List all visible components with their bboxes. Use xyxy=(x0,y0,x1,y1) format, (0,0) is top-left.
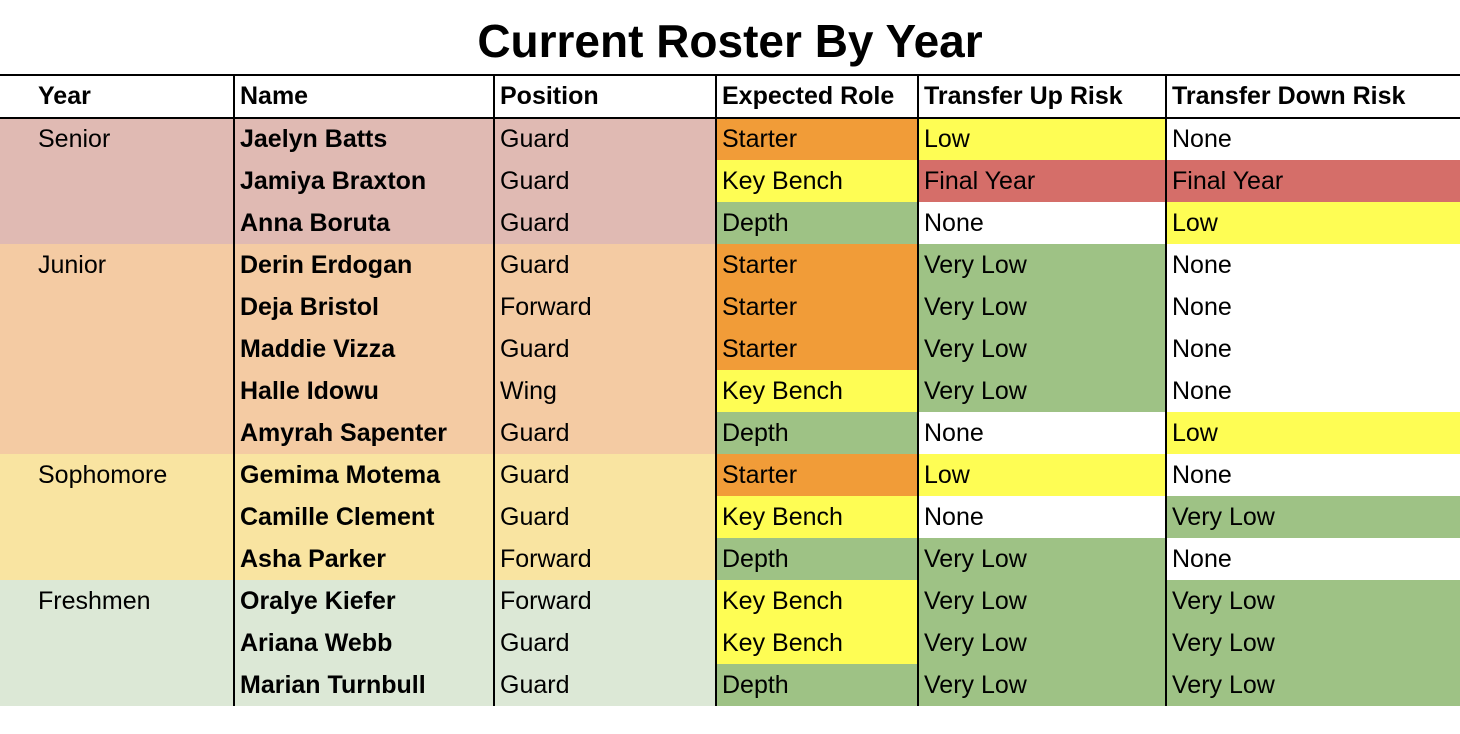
player-position: Guard xyxy=(500,461,570,489)
transfer-up-risk: Very Low xyxy=(918,538,1166,580)
transfer-down-risk: Low xyxy=(1166,202,1460,244)
transfer-up-risk: Very Low xyxy=(918,286,1166,328)
transfer-down-risk: None xyxy=(1166,286,1460,328)
column-divider xyxy=(715,74,717,706)
transfer-down-risk: None xyxy=(1166,244,1460,286)
column-divider xyxy=(233,74,235,706)
transfer-down-risk: None xyxy=(1166,370,1460,412)
transfer-down-risk: None xyxy=(1166,538,1460,580)
expected-role: Key Bench xyxy=(716,160,918,202)
player-name: Oralye Kiefer xyxy=(240,587,396,615)
year-group-senior xyxy=(0,118,716,244)
expected-role: Key Bench xyxy=(716,370,918,412)
table-top-border xyxy=(0,74,1460,76)
transfer-down-risk: Final Year xyxy=(1166,160,1460,202)
player-name: Camille Clement xyxy=(240,503,435,531)
header-transfer-up-risk: Transfer Up Risk xyxy=(918,74,1166,118)
transfer-up-risk: Final Year xyxy=(918,160,1166,202)
player-name: Ariana Webb xyxy=(240,629,393,657)
roster-table: Year Name Position Expected Role Transfer Up… xyxy=(0,74,1460,706)
expected-role: Depth xyxy=(716,664,918,706)
transfer-down-risk: None xyxy=(1166,454,1460,496)
expected-role: Depth xyxy=(716,538,918,580)
expected-role: Starter xyxy=(716,328,918,370)
player-name: Anna Boruta xyxy=(240,209,390,237)
player-position: Forward xyxy=(500,293,592,321)
transfer-up-risk: None xyxy=(918,202,1166,244)
player-position: Guard xyxy=(500,671,570,699)
player-position: Wing xyxy=(500,377,557,405)
player-position: Guard xyxy=(500,419,570,447)
header-year: Year xyxy=(0,74,234,118)
year-label: Senior xyxy=(38,125,111,153)
transfer-up-risk: Low xyxy=(918,118,1166,160)
player-name: Amyrah Sapenter xyxy=(240,419,448,447)
expected-role: Key Bench xyxy=(716,580,918,622)
player-position: Guard xyxy=(500,125,570,153)
transfer-down-risk: None xyxy=(1166,118,1460,160)
year-label: Freshmen xyxy=(38,587,151,615)
transfer-down-risk: None xyxy=(1166,328,1460,370)
transfer-down-risk: Very Low xyxy=(1166,664,1460,706)
column-divider xyxy=(917,74,919,706)
player-position: Forward xyxy=(500,587,592,615)
player-name: Maddie Vizza xyxy=(240,335,396,363)
transfer-down-risk: Low xyxy=(1166,412,1460,454)
header-position: Position xyxy=(494,74,716,118)
player-position: Guard xyxy=(500,209,570,237)
player-position: Guard xyxy=(500,251,570,279)
player-name: Jaelyn Batts xyxy=(240,125,388,153)
column-divider xyxy=(1165,74,1167,706)
player-position: Guard xyxy=(500,629,570,657)
transfer-up-risk: Very Low xyxy=(918,622,1166,664)
year-label: Sophomore xyxy=(38,461,168,489)
transfer-up-risk: Low xyxy=(918,454,1166,496)
player-name: Asha Parker xyxy=(240,545,386,573)
player-position: Forward xyxy=(500,545,592,573)
expected-role: Starter xyxy=(716,454,918,496)
header-transfer-down-risk: Transfer Down Risk xyxy=(1166,74,1460,118)
player-position: Guard xyxy=(500,335,570,363)
header-name: Name xyxy=(234,74,494,118)
player-name: Jamiya Braxton xyxy=(240,167,427,195)
transfer-up-risk: None xyxy=(918,496,1166,538)
year-group-freshmen xyxy=(0,580,716,706)
player-position: Guard xyxy=(500,503,570,531)
transfer-up-risk: Very Low xyxy=(918,580,1166,622)
page-title: Current Roster By Year xyxy=(477,15,983,67)
expected-role: Depth xyxy=(716,412,918,454)
player-name: Derin Erdogan xyxy=(240,251,413,279)
transfer-down-risk: Very Low xyxy=(1166,580,1460,622)
expected-role: Starter xyxy=(716,118,918,160)
player-position: Guard xyxy=(500,167,570,195)
year-label: Junior xyxy=(38,251,107,279)
transfer-down-risk: Very Low xyxy=(1166,622,1460,664)
transfer-up-risk: None xyxy=(918,412,1166,454)
expected-role: Key Bench xyxy=(716,496,918,538)
column-divider xyxy=(493,74,495,706)
header-bottom-border xyxy=(0,117,1460,119)
transfer-up-risk: Very Low xyxy=(918,244,1166,286)
expected-role: Key Bench xyxy=(716,622,918,664)
year-group-junior xyxy=(0,244,716,454)
player-name: Deja Bristol xyxy=(240,293,379,321)
header-expected-role: Expected Role xyxy=(716,74,918,118)
year-group-sophomore xyxy=(0,454,716,580)
player-name: Halle Idowu xyxy=(240,377,379,405)
transfer-up-risk: Very Low xyxy=(918,664,1166,706)
expected-role: Depth xyxy=(716,202,918,244)
player-name: Gemima Motema xyxy=(240,461,441,489)
transfer-up-risk: Very Low xyxy=(918,370,1166,412)
transfer-down-risk: Very Low xyxy=(1166,496,1460,538)
expected-role: Starter xyxy=(716,286,918,328)
player-name: Marian Turnbull xyxy=(240,671,426,699)
expected-role: Starter xyxy=(716,244,918,286)
transfer-up-risk: Very Low xyxy=(918,328,1166,370)
